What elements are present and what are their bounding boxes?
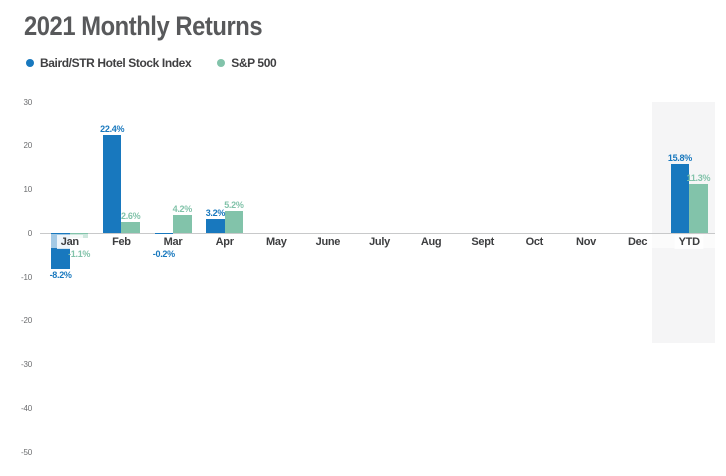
ytick-label--10: -10 [21,272,32,282]
category-label-dec: Dec [623,235,652,249]
category-label-may: May [262,235,291,249]
bar-apr-sp500 [224,210,244,234]
value-label-apr-sp500: 5.2% [224,199,244,210]
category-label-aug: Aug [416,235,446,249]
bar-feb-baird [102,135,122,234]
chart-title: 2021 Monthly Returns [24,11,263,41]
chart-legend: Baird/STR Hotel Stock Index S&P 500 [26,56,277,70]
legend-dot-teal-icon [217,59,226,67]
legend-label-sp500: S&P 500 [231,56,277,70]
category-label-ytd: YTD [674,235,704,249]
value-label-ytd-baird: 15.8% [667,153,692,164]
ytick-label-30: 30 [23,97,33,107]
zero-axis-line [40,233,715,234]
value-label-feb-baird: 22.4% [100,124,125,135]
value-label-mar-baird: -0.2% [152,249,175,259]
bar-mar-baird [154,233,173,235]
bar-ytd-baird [670,164,690,234]
ytick-label--50: -50 [21,447,32,457]
category-label-apr: Apr [211,235,238,249]
ytick-label--40: -40 [21,403,32,413]
value-label-jan-baird: -8.2% [49,270,72,281]
value-label-apr-baird: 3.2% [205,208,226,219]
value-label-feb-sp500: 2.6% [121,210,141,221]
legend-dot-blue-icon [26,59,34,67]
value-label-jan-sp500: -1.1% [68,249,91,259]
ytick-label--20: -20 [21,316,32,326]
value-label-mar-sp500: 4.2% [172,203,193,214]
category-label-oct: Oct [521,235,548,249]
bar-feb-sp500 [121,221,140,234]
bar-mar-sp500 [173,214,192,234]
category-label-mar: Mar [159,235,187,249]
category-label-july: July [365,235,394,249]
category-label-nov: Nov [572,235,600,249]
bar-ytd-sp500 [689,183,708,234]
category-label-feb: Feb [108,235,135,249]
ytick-label-20: 20 [23,141,33,151]
category-label-jan: Jan [56,235,83,249]
ytick-label--30: -30 [21,360,32,369]
legend-item-baird: Baird/STR Hotel Stock Index [26,56,192,70]
value-label-ytd-sp500: 11.3% [686,172,711,183]
category-label-sept: Sept [467,235,499,249]
ytick-label-10: 10 [23,185,33,194]
category-label-june: June [311,235,345,249]
legend-item-sp500: S&P 500 [217,56,277,70]
legend-label-baird: Baird/STR Hotel Stock Index [40,56,192,70]
bar-apr-baird [206,219,225,234]
ytick-label-0: 0 [27,228,32,238]
